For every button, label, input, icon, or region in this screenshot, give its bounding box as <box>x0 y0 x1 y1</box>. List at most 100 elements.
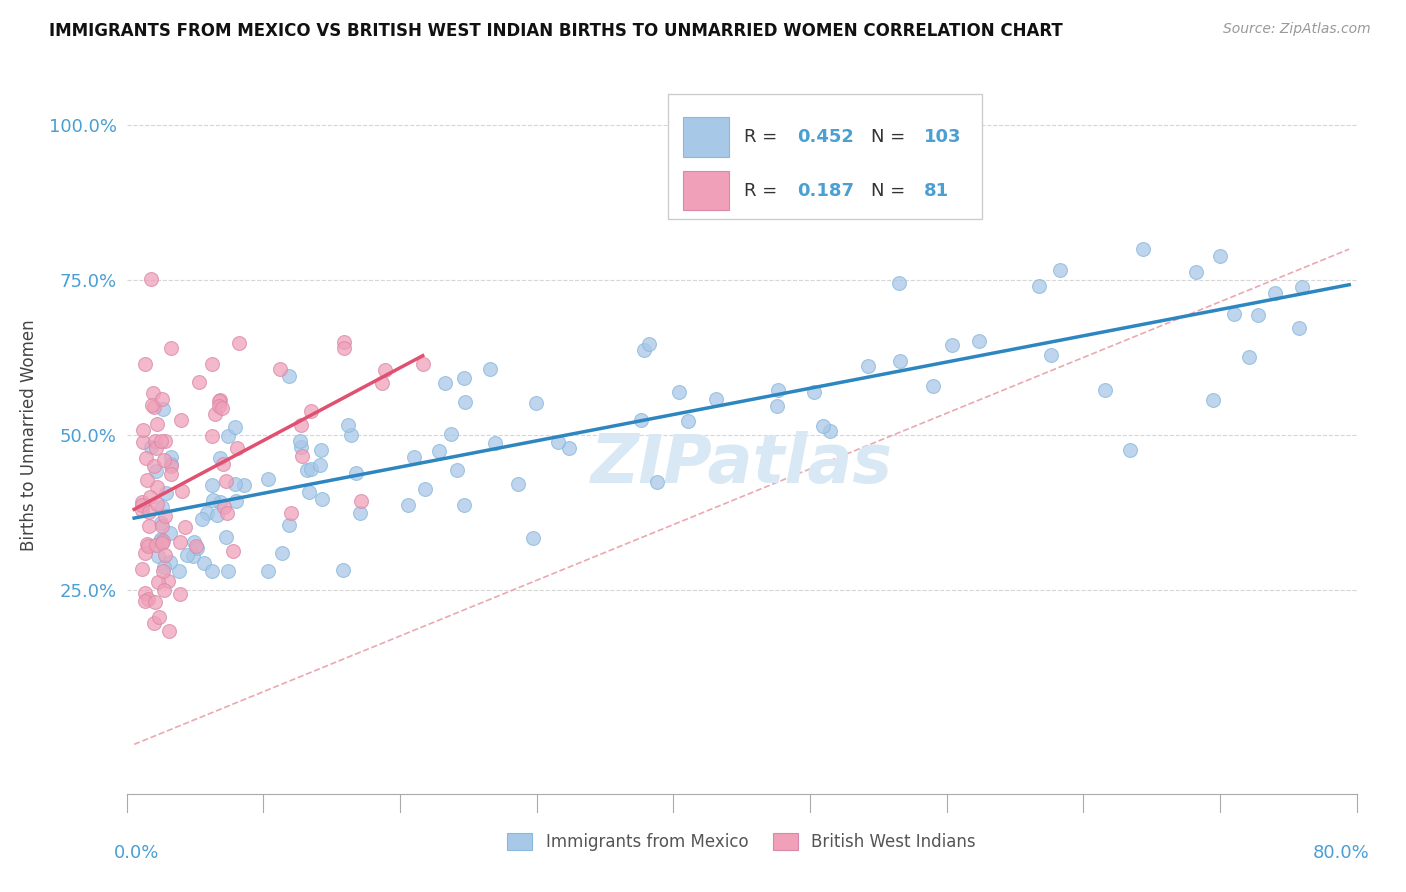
Point <box>157 624 180 638</box>
Point <box>291 449 314 463</box>
Point <box>209 494 232 508</box>
Text: Source: ZipAtlas.com: Source: ZipAtlas.com <box>1223 22 1371 37</box>
Point <box>349 494 371 508</box>
Point <box>208 400 231 414</box>
Point <box>412 358 434 372</box>
Point <box>446 463 468 477</box>
Point <box>142 458 165 473</box>
Point <box>160 467 183 482</box>
Point <box>429 444 451 458</box>
Point <box>134 546 156 560</box>
Point <box>152 534 174 549</box>
Point <box>308 458 330 472</box>
Point <box>1132 242 1154 256</box>
Point <box>209 392 232 407</box>
Point <box>280 506 302 520</box>
Point <box>159 556 181 570</box>
Point <box>212 500 235 514</box>
Point <box>211 401 233 415</box>
Point <box>558 441 581 455</box>
Point <box>277 369 299 384</box>
Point <box>170 412 193 426</box>
Point <box>222 544 245 558</box>
Point <box>201 477 224 491</box>
Point <box>212 457 235 471</box>
Point <box>132 423 155 437</box>
FancyBboxPatch shape <box>683 171 730 211</box>
Point <box>145 480 167 494</box>
Point <box>1223 307 1246 321</box>
Point <box>208 394 231 409</box>
Point <box>181 549 204 563</box>
Point <box>630 412 652 426</box>
Point <box>1239 351 1261 365</box>
Point <box>134 585 156 599</box>
Point <box>176 548 198 562</box>
Point <box>186 541 208 555</box>
Point <box>134 594 156 608</box>
Point <box>136 537 159 551</box>
Point <box>803 385 825 400</box>
Point <box>228 336 250 351</box>
Point <box>941 338 963 352</box>
Point <box>453 371 475 385</box>
Point <box>136 539 159 553</box>
Point <box>138 591 160 606</box>
Legend: Immigrants from Mexico, British West Indians: Immigrants from Mexico, British West Ind… <box>501 826 983 857</box>
Point <box>1185 265 1208 279</box>
Point <box>922 378 945 392</box>
Text: N =: N = <box>870 182 911 200</box>
Point <box>184 539 207 553</box>
Point <box>413 482 436 496</box>
Point <box>333 335 356 350</box>
Point <box>152 402 174 417</box>
Point <box>278 518 301 533</box>
Point <box>332 563 354 577</box>
Text: 0.452: 0.452 <box>797 128 853 146</box>
Point <box>440 427 463 442</box>
Point <box>142 386 165 401</box>
Text: 81: 81 <box>924 182 949 200</box>
Point <box>271 546 294 560</box>
Point <box>169 587 191 601</box>
Point <box>820 424 842 438</box>
Point <box>152 564 174 578</box>
Point <box>889 276 911 290</box>
Text: 103: 103 <box>924 128 962 146</box>
Point <box>138 505 160 519</box>
Point <box>145 538 167 552</box>
Point <box>811 419 834 434</box>
FancyBboxPatch shape <box>683 117 730 157</box>
Point <box>191 512 214 526</box>
Point <box>225 493 247 508</box>
Point <box>290 418 312 433</box>
Point <box>170 483 193 498</box>
Point <box>290 440 312 454</box>
Point <box>217 429 239 443</box>
Point <box>257 472 280 486</box>
Point <box>1028 279 1050 293</box>
Point <box>309 443 332 458</box>
Point <box>676 414 699 428</box>
Point <box>453 498 475 512</box>
Point <box>224 420 246 434</box>
Point <box>224 477 246 491</box>
Point <box>215 474 238 488</box>
Point <box>135 473 157 487</box>
Point <box>704 392 727 406</box>
Point <box>1209 249 1232 263</box>
Point <box>148 609 170 624</box>
Point <box>288 434 311 449</box>
Point <box>257 564 280 578</box>
Point <box>139 440 162 454</box>
Point <box>148 575 170 590</box>
Point <box>145 497 167 511</box>
Point <box>150 392 173 406</box>
Point <box>299 462 322 476</box>
Point <box>188 375 211 389</box>
Point <box>149 533 172 548</box>
Point <box>131 498 153 512</box>
Point <box>138 519 160 533</box>
Point <box>344 467 367 481</box>
Point <box>169 535 191 549</box>
